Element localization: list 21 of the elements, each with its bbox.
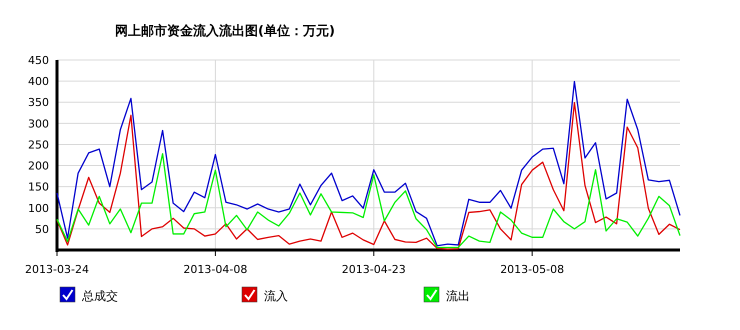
y-tick-label: 250: [28, 138, 49, 152]
x-tick-label: 2013-04-08: [183, 263, 248, 276]
legend-label: 总成交: [81, 289, 118, 303]
y-tick-label: 150: [28, 180, 49, 194]
legend-label: 流出: [446, 289, 470, 303]
chart-title: 网上邮市资金流入流出图(单位：万元): [115, 23, 335, 39]
y-tick-label: 100: [28, 202, 49, 215]
x-tick-label: 2013-04-23: [342, 263, 406, 276]
line-series: [56, 153, 681, 248]
y-tick-label: 50: [35, 222, 49, 236]
legend-label: 流入: [264, 289, 288, 303]
y-tick-label: 450: [28, 54, 49, 67]
y-tick-label: 400: [28, 75, 49, 88]
legend-item: 流入: [242, 286, 288, 303]
y-tick-label: 200: [28, 160, 49, 173]
x-tick-label: 2013-03-24: [25, 263, 89, 276]
legend-item: 总成交: [60, 286, 118, 303]
y-tick-label: 350: [28, 96, 49, 110]
y-tick-label: 300: [28, 117, 49, 130]
legend-item: 流出: [424, 286, 470, 303]
x-tick-label: 2013-05-08: [500, 263, 564, 276]
